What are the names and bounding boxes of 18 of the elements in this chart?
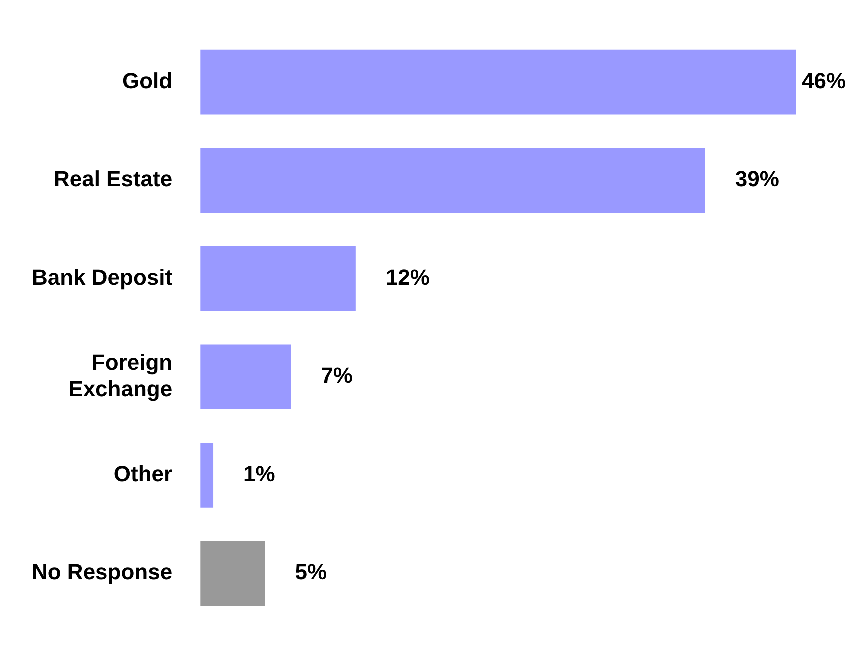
y-tick-label: Foreign Exchange (68, 350, 173, 402)
data-label: 12% (386, 264, 430, 290)
data-label: 46% (802, 68, 846, 94)
y-tick-label: Bank Deposit (32, 264, 174, 290)
data-label: 7% (321, 363, 353, 388)
bar (200, 344, 292, 410)
bar (200, 50, 796, 115)
bar (200, 148, 706, 214)
bar (200, 246, 356, 312)
data-label: 39% (735, 166, 780, 192)
y-tick-label: Real Estate (54, 166, 173, 192)
data-label: 5% (295, 560, 328, 585)
y-tick-label: No Response (32, 560, 173, 585)
y-tick-label: Gold (122, 68, 173, 94)
bar (200, 541, 266, 606)
y-tick-label: Other (114, 461, 174, 486)
bar (200, 442, 214, 508)
data-label: 1% (244, 461, 276, 486)
